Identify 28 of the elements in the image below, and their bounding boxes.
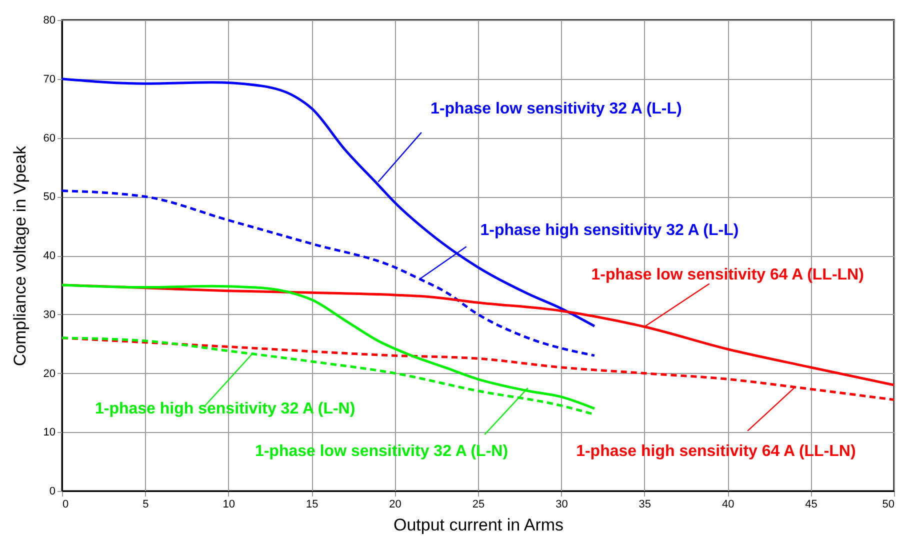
y-tick-label: 20	[43, 368, 56, 380]
annotation: 1-phase high sensitivity 32 A (L-N)	[94, 400, 356, 418]
y-tick-label: 40	[43, 250, 56, 262]
y-tick-label: 60	[43, 132, 56, 144]
y-tick-label: 50	[43, 191, 56, 204]
y-tick-label: 30	[43, 308, 56, 321]
annotation: 1-phase low sensitivity 32 A (L-N)	[254, 442, 508, 460]
x-tick-label: 20	[389, 498, 402, 510]
annotation: 1-phase low sensitivity 64 A (LL-LN)	[591, 266, 864, 284]
annotation: 1-phase high sensitivity 64 A (LL-LN)	[576, 442, 856, 460]
x-tick-label: 35	[638, 498, 652, 510]
x-tick-label: 10	[222, 498, 236, 510]
y-tick-label: 80	[43, 14, 56, 26]
x-tick-label: 45	[805, 498, 818, 510]
y-tick-label: 0	[49, 486, 56, 498]
y-tick-label: 70	[43, 73, 56, 86]
annotation: 1-phase low sensitivity 32 A (L-L)	[430, 100, 682, 118]
x-tick-label: 40	[722, 498, 734, 510]
x-tick-label: 0	[62, 498, 69, 510]
x-axis-title: Output current in Arms	[393, 516, 564, 534]
y-axis-title: Compliance voltage in Vpeak	[10, 145, 30, 366]
x-tick-label: 30	[556, 498, 568, 510]
annotation: 1-phase high sensitivity 32 A (L-L)	[480, 222, 739, 240]
x-tick-label: 50	[882, 498, 894, 510]
y-tick-label: 10	[43, 426, 56, 439]
x-tick-label: 5	[142, 498, 149, 510]
x-tick-label: 15	[306, 498, 318, 510]
x-tick-label: 25	[472, 498, 485, 510]
